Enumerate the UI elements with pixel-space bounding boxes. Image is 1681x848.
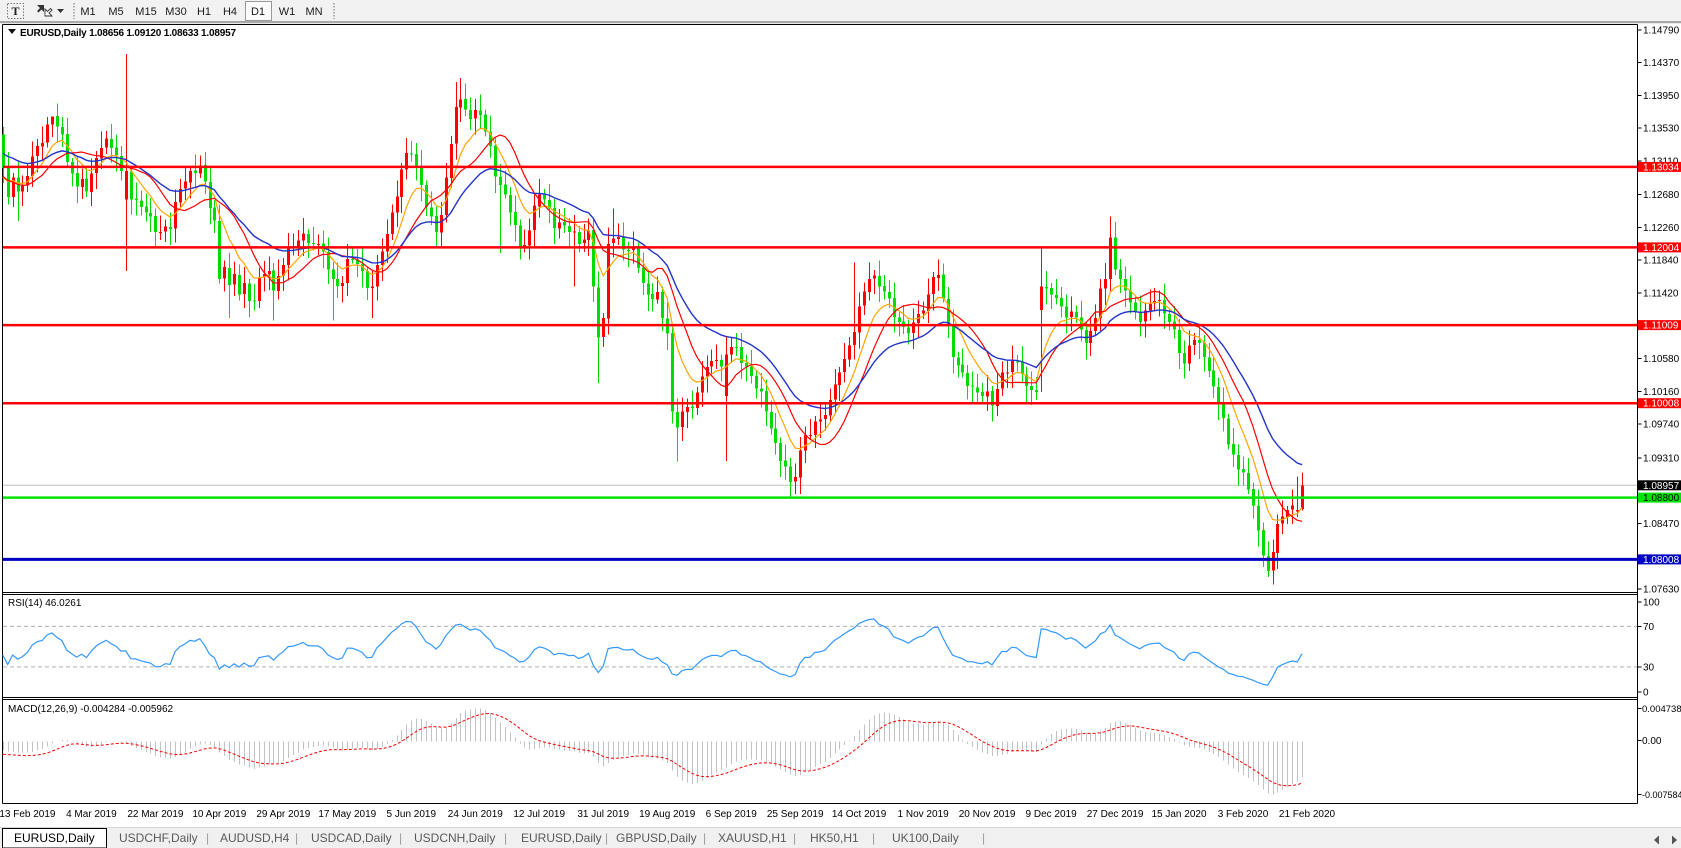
svg-text:31 Jul 2019: 31 Jul 2019: [577, 809, 629, 820]
svg-text:H4: H4: [223, 6, 237, 18]
svg-text:W1: W1: [279, 6, 296, 18]
svg-text:M5: M5: [108, 6, 123, 18]
svg-text:0: 0: [1643, 688, 1649, 699]
svg-text:|: |: [295, 831, 298, 845]
svg-text:17 May 2019: 17 May 2019: [318, 809, 376, 820]
svg-text:-0.007584: -0.007584: [1642, 790, 1681, 800]
svg-text:USDCNH,Daily: USDCNH,Daily: [414, 831, 495, 845]
svg-text:EURUSD,Daily 1.08656 1.09120: EURUSD,Daily 1.08656 1.09120 1.08633 1.0…: [20, 28, 236, 39]
svg-text:1.12004: 1.12004: [1643, 243, 1680, 254]
svg-text:USDCHF,Daily: USDCHF,Daily: [119, 831, 198, 845]
svg-text:EURUSD,Daily: EURUSD,Daily: [521, 831, 602, 845]
svg-text:1.13950: 1.13950: [1643, 91, 1680, 102]
svg-text:5 Jun 2019: 5 Jun 2019: [387, 809, 437, 820]
svg-text:21 Feb 2020: 21 Feb 2020: [1279, 809, 1336, 820]
svg-text:USDCAD,Daily: USDCAD,Daily: [311, 831, 392, 845]
svg-text:6 Sep 2019: 6 Sep 2019: [706, 809, 758, 820]
svg-text:1.09740: 1.09740: [1643, 420, 1680, 431]
svg-text:1.11840: 1.11840: [1643, 256, 1679, 267]
svg-text:10 Apr 2019: 10 Apr 2019: [192, 809, 246, 820]
svg-text:|: |: [504, 831, 507, 845]
svg-text:XAUUSD,H1: XAUUSD,H1: [718, 831, 787, 845]
svg-text:M30: M30: [165, 6, 186, 18]
svg-text:1 Nov 2019: 1 Nov 2019: [898, 809, 950, 820]
svg-text:15 Jan 2020: 15 Jan 2020: [1151, 809, 1206, 820]
svg-text:1.08800: 1.08800: [1643, 493, 1680, 504]
svg-text:1.14370: 1.14370: [1643, 58, 1680, 69]
svg-text:1.09310: 1.09310: [1643, 453, 1680, 464]
svg-text:1.08008: 1.08008: [1643, 555, 1680, 566]
svg-text:1.13530: 1.13530: [1643, 124, 1680, 135]
svg-text:|: |: [982, 831, 985, 845]
svg-text:|: |: [399, 831, 402, 845]
svg-text:4 Mar 2019: 4 Mar 2019: [66, 809, 117, 820]
svg-text:AUDUSD,H4: AUDUSD,H4: [220, 831, 290, 845]
svg-text:1.10160: 1.10160: [1643, 387, 1680, 398]
svg-text:12 Jul 2019: 12 Jul 2019: [513, 809, 565, 820]
svg-text:1.10580: 1.10580: [1643, 354, 1680, 365]
svg-text:20 Nov 2019: 20 Nov 2019: [959, 809, 1016, 820]
svg-text:29 Apr 2019: 29 Apr 2019: [256, 809, 310, 820]
svg-text:14 Oct 2019: 14 Oct 2019: [832, 809, 887, 820]
svg-text:0.004738: 0.004738: [1642, 704, 1681, 715]
svg-text:1.11009: 1.11009: [1643, 321, 1679, 332]
svg-text:24 Jun 2019: 24 Jun 2019: [448, 809, 503, 820]
svg-text:30: 30: [1643, 663, 1655, 674]
svg-text:70: 70: [1643, 622, 1655, 633]
svg-text:|: |: [703, 831, 706, 845]
svg-text:1.11420: 1.11420: [1643, 289, 1679, 300]
svg-text:1.10008: 1.10008: [1643, 399, 1680, 410]
svg-text:27 Dec 2019: 27 Dec 2019: [1087, 809, 1144, 820]
svg-text:RSI(14) 46.0261: RSI(14) 46.0261: [8, 598, 82, 609]
svg-text:D1: D1: [251, 6, 265, 18]
svg-text:MN: MN: [305, 6, 322, 18]
svg-text:1.08470: 1.08470: [1643, 519, 1680, 530]
svg-text:1.13034: 1.13034: [1643, 162, 1680, 173]
svg-text:EURUSD,Daily: EURUSD,Daily: [14, 831, 95, 845]
svg-text:MACD(12,26,9) -0.004284 -0.005: MACD(12,26,9) -0.004284 -0.005962: [8, 704, 174, 715]
svg-text:25 Sep 2019: 25 Sep 2019: [767, 809, 824, 820]
svg-text:100: 100: [1643, 598, 1660, 609]
svg-text:M1: M1: [80, 6, 95, 18]
svg-text:M15: M15: [135, 6, 156, 18]
svg-text:|: |: [793, 831, 796, 845]
svg-text:T: T: [11, 4, 19, 18]
svg-text:1.12260: 1.12260: [1643, 223, 1680, 234]
svg-text:|: |: [206, 831, 209, 845]
svg-text:GBPUSD,Daily: GBPUSD,Daily: [616, 831, 697, 845]
svg-text:|: |: [872, 831, 875, 845]
svg-text:HK50,H1: HK50,H1: [810, 831, 859, 845]
svg-text:1.08957: 1.08957: [1643, 481, 1680, 492]
svg-text:1.07630: 1.07630: [1643, 585, 1680, 596]
svg-text:13 Feb 2019: 13 Feb 2019: [0, 809, 56, 820]
svg-text:UK100,Daily: UK100,Daily: [892, 831, 959, 845]
svg-text:H1: H1: [197, 6, 211, 18]
svg-text:9 Dec 2019: 9 Dec 2019: [1026, 809, 1078, 820]
svg-text:22 Mar 2019: 22 Mar 2019: [127, 809, 184, 820]
svg-text:0.00: 0.00: [1642, 736, 1662, 747]
svg-text:3 Feb 2020: 3 Feb 2020: [1218, 809, 1269, 820]
svg-text:1.14790: 1.14790: [1643, 25, 1680, 36]
svg-text:|: |: [605, 831, 608, 845]
svg-text:1.12680: 1.12680: [1643, 190, 1680, 201]
svg-text:19 Aug 2019: 19 Aug 2019: [639, 809, 696, 820]
